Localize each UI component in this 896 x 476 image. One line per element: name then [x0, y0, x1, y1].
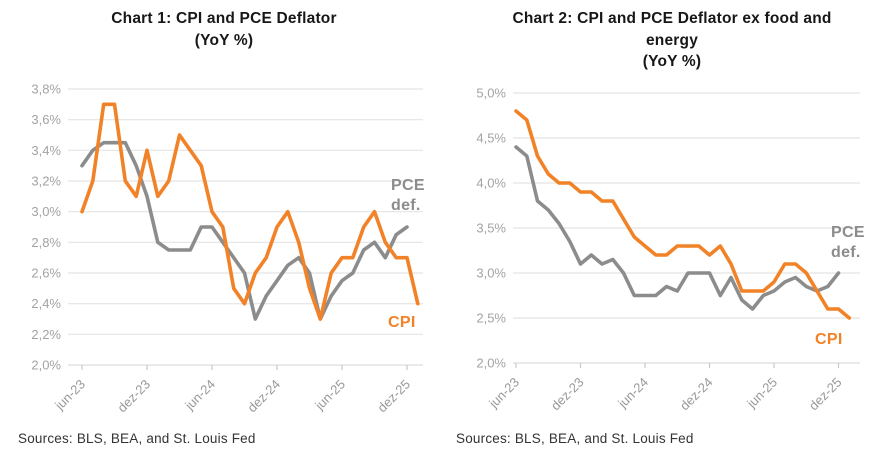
x-tick-label: jun-24	[181, 377, 218, 414]
pce-legend-label: PCE def.	[831, 224, 865, 261]
x-tick-label: jun-24	[614, 375, 651, 412]
pce-legend-label: PCE def.	[391, 177, 425, 214]
y-tick-label: 2,0%	[476, 356, 506, 371]
y-tick-label: 3,4%	[31, 143, 61, 158]
pce-deflator-line	[80, 140, 409, 321]
y-tick-label: 3,8%	[31, 82, 61, 97]
y-tick-label: 2,4%	[31, 296, 61, 311]
chart-1-sources: Sources: BLS, BEA, and St. Louis Fed	[18, 431, 256, 446]
x-tick-label: dez-24	[677, 375, 716, 414]
y-tick-label: 2,2%	[31, 327, 61, 342]
chart-panel-2: Chart 2: CPI and PCE Deflator ex food an…	[448, 0, 896, 476]
pce-deflator-line	[514, 145, 841, 311]
y-tick-label: 3,0%	[476, 266, 506, 281]
y-tick-label: 3,0%	[31, 204, 61, 219]
y-tick-label: 3,6%	[31, 112, 61, 127]
y-tick-label: 2,5%	[476, 311, 506, 326]
x-tick-label: dez-25	[374, 377, 413, 416]
y-tick-label: 3,5%	[476, 221, 506, 236]
cpi-line	[514, 109, 852, 320]
x-tick-label: dez-23	[548, 375, 587, 414]
cpi-line	[80, 102, 420, 321]
y-tick-label: 4,0%	[476, 176, 506, 191]
x-tick-label: jun-23	[485, 375, 522, 412]
y-tick-label: 2,0%	[31, 358, 61, 373]
y-tick-label: 3,2%	[31, 174, 61, 189]
chart-panel-1: Chart 1: CPI and PCE Deflator (YoY %) 3,…	[18, 10, 425, 446]
y-tick-label: 2,6%	[31, 266, 61, 281]
y-tick-label: 2,8%	[31, 235, 61, 250]
x-tick-label: jun-25	[743, 375, 780, 412]
cpi-legend-label: CPI	[388, 314, 416, 331]
chart-2-plot: 5,0% 4,5% 4,0% 3,5% 3,0% 2,5% 2,0% jun-23 dez-23…	[476, 86, 865, 414]
y-tick-label: 4,5%	[476, 131, 506, 146]
x-tick-label: dez-23	[114, 377, 153, 416]
x-tick-label: dez-24	[244, 377, 283, 416]
chart-2-title: Chart 2: CPI and PCE Deflator ex food an…	[512, 10, 832, 71]
chart-2-sources: Sources: BLS, BEA, and St. Louis Fed	[456, 431, 694, 446]
chart-1-title: Chart 1: CPI and PCE Deflator (YoY %)	[111, 10, 337, 49]
x-tick-label: jun-23	[51, 377, 88, 414]
y-tick-label: 5,0%	[476, 86, 506, 101]
x-tick-label: dez-25	[806, 375, 845, 414]
chart-1-plot: 3,8% 3,6% 3,4% 3,2% 3,0% 2,8% 2,6% 2,4% 2,2% 2,0%…	[31, 82, 425, 416]
cpi-legend-label: CPI	[815, 331, 843, 348]
x-tick-label: jun-25	[311, 377, 348, 414]
